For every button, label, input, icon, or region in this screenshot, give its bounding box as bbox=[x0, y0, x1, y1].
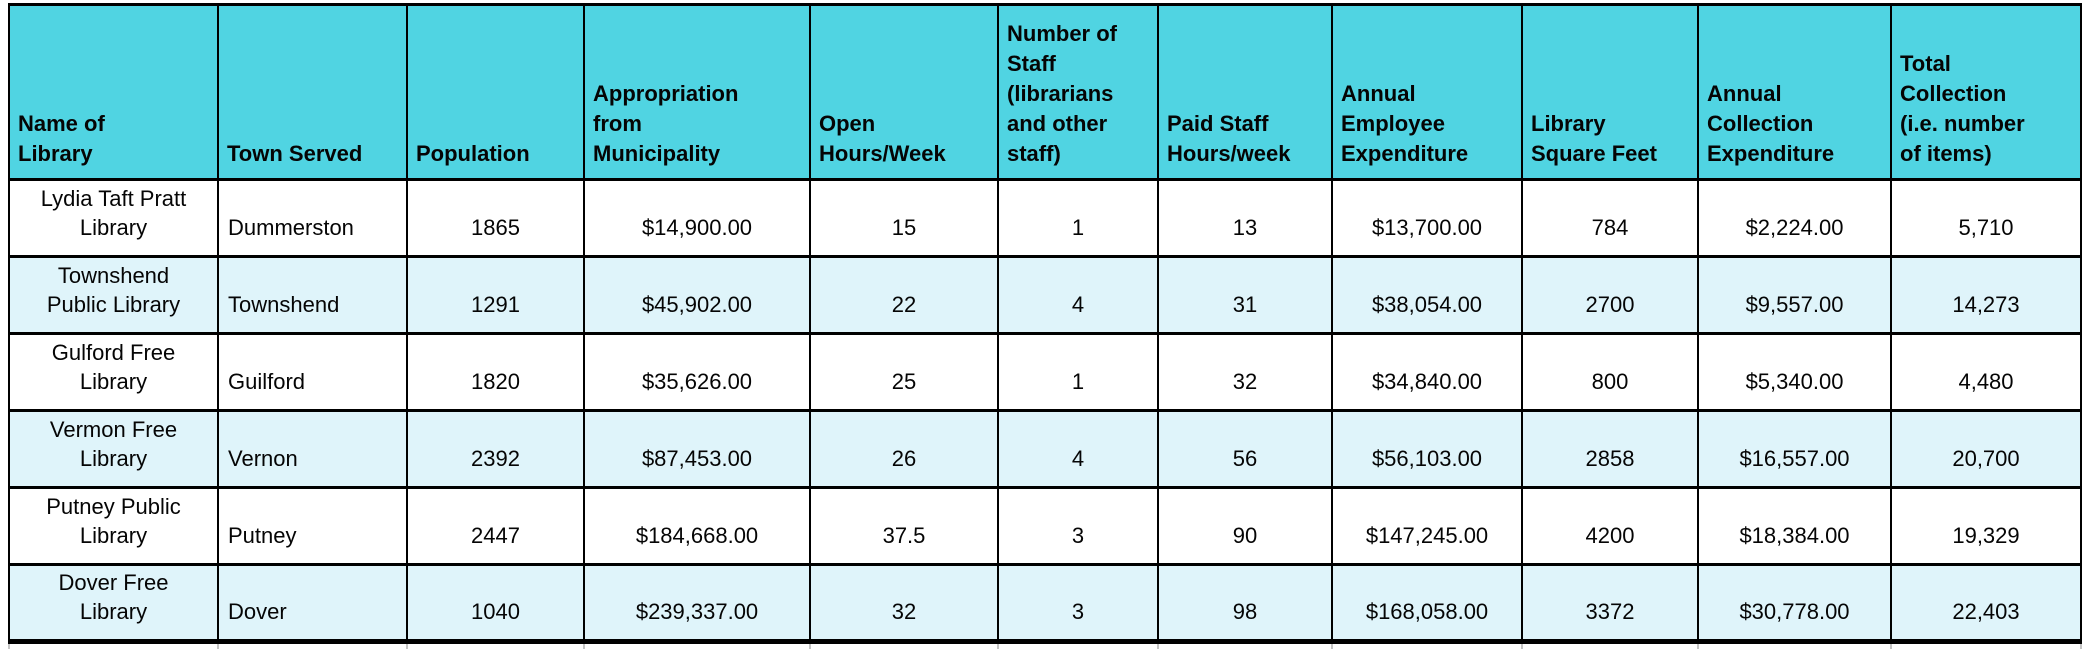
cell-collection-expenditure[interactable]: $9,557.00 bbox=[1697, 255, 1892, 335]
cell-number-of-staff[interactable]: 4 bbox=[997, 409, 1159, 489]
cell-library-square-feet[interactable]: 3372 bbox=[1521, 563, 1699, 644]
cell-library-name[interactable]: Gulford Free Library bbox=[8, 332, 219, 412]
cell-employee-expenditure[interactable]: $34,840.00 bbox=[1331, 332, 1523, 412]
header-number-of-staff[interactable]: Number of Staff (librarians and other st… bbox=[997, 3, 1159, 181]
grid-remnant-cell bbox=[1697, 641, 1892, 649]
cell-total-collection[interactable]: 14,273 bbox=[1890, 255, 2082, 335]
cell-appropriation[interactable]: $87,453.00 bbox=[583, 409, 811, 489]
cell-library-name[interactable]: Dover Free Library bbox=[8, 563, 219, 644]
cell-town-served[interactable]: Dummerston bbox=[217, 178, 408, 258]
cell-population[interactable]: 2392 bbox=[406, 409, 585, 489]
cell-paid-staff-hours[interactable]: 98 bbox=[1157, 563, 1333, 644]
cell-employee-expenditure[interactable]: $168,058.00 bbox=[1331, 563, 1523, 644]
spreadsheet-table-region: Name of Library Town Served Population A… bbox=[8, 3, 2082, 649]
table-row-dover: Dover Free Library Dover 1040 $239,337.0… bbox=[8, 563, 2082, 644]
cell-employee-expenditure[interactable]: $147,245.00 bbox=[1331, 486, 1523, 566]
cell-population[interactable]: 1820 bbox=[406, 332, 585, 412]
cell-total-collection[interactable]: 22,403 bbox=[1890, 563, 2082, 644]
grid-remnant-cell bbox=[1521, 641, 1699, 649]
cell-appropriation[interactable]: $184,668.00 bbox=[583, 486, 811, 566]
cell-library-square-feet[interactable]: 2858 bbox=[1521, 409, 1699, 489]
cell-town-served[interactable]: Guilford bbox=[217, 332, 408, 412]
cell-paid-staff-hours[interactable]: 56 bbox=[1157, 409, 1333, 489]
cell-employee-expenditure[interactable]: $13,700.00 bbox=[1331, 178, 1523, 258]
cell-library-name[interactable]: Vermon Free Library bbox=[8, 409, 219, 489]
header-open-hours[interactable]: Open Hours/Week bbox=[809, 3, 999, 181]
cell-town-served[interactable]: Dover bbox=[217, 563, 408, 644]
cell-library-square-feet[interactable]: 4200 bbox=[1521, 486, 1699, 566]
cell-open-hours[interactable]: 15 bbox=[809, 178, 999, 258]
cell-paid-staff-hours[interactable]: 13 bbox=[1157, 178, 1333, 258]
header-town-served[interactable]: Town Served bbox=[217, 3, 408, 181]
table-row-lydia-taft-pratt: Lydia Taft Pratt Library Dummerston 1865… bbox=[8, 178, 2082, 258]
cell-population[interactable]: 1865 bbox=[406, 178, 585, 258]
cell-collection-expenditure[interactable]: $5,340.00 bbox=[1697, 332, 1892, 412]
header-paid-staff-hours[interactable]: Paid Staff Hours/week bbox=[1157, 3, 1333, 181]
cell-appropriation[interactable]: $239,337.00 bbox=[583, 563, 811, 644]
grid-remnant-cell bbox=[406, 641, 585, 649]
cell-appropriation[interactable]: $45,902.00 bbox=[583, 255, 811, 335]
table-row-vermon: Vermon Free Library Vernon 2392 $87,453.… bbox=[8, 409, 2082, 489]
header-name-of-library[interactable]: Name of Library bbox=[8, 3, 219, 181]
cell-town-served[interactable]: Putney bbox=[217, 486, 408, 566]
library-statistics-table: Name of Library Town Served Population A… bbox=[8, 3, 2082, 649]
header-total-collection[interactable]: Total Collection (i.e. number of items) bbox=[1890, 3, 2082, 181]
grid-remnant-cell bbox=[809, 641, 999, 649]
cell-appropriation[interactable]: $35,626.00 bbox=[583, 332, 811, 412]
cell-paid-staff-hours[interactable]: 31 bbox=[1157, 255, 1333, 335]
cell-total-collection[interactable]: 20,700 bbox=[1890, 409, 2082, 489]
cell-library-name[interactable]: Putney Public Library bbox=[8, 486, 219, 566]
cell-collection-expenditure[interactable]: $2,224.00 bbox=[1697, 178, 1892, 258]
cell-population[interactable]: 1291 bbox=[406, 255, 585, 335]
cell-number-of-staff[interactable]: 1 bbox=[997, 178, 1159, 258]
cell-paid-staff-hours[interactable]: 32 bbox=[1157, 332, 1333, 412]
cell-total-collection[interactable]: 4,480 bbox=[1890, 332, 2082, 412]
cell-employee-expenditure[interactable]: $56,103.00 bbox=[1331, 409, 1523, 489]
cell-total-collection[interactable]: 5,710 bbox=[1890, 178, 2082, 258]
table-row-putney: Putney Public Library Putney 2447 $184,6… bbox=[8, 486, 2082, 566]
header-employee-expenditure[interactable]: Annual Employee Expenditure bbox=[1331, 3, 1523, 181]
cell-paid-staff-hours[interactable]: 90 bbox=[1157, 486, 1333, 566]
cell-collection-expenditure[interactable]: $30,778.00 bbox=[1697, 563, 1892, 644]
cell-population[interactable]: 2447 bbox=[406, 486, 585, 566]
cell-town-served[interactable]: Townshend bbox=[217, 255, 408, 335]
cell-collection-expenditure[interactable]: $18,384.00 bbox=[1697, 486, 1892, 566]
grid-remnant-cell bbox=[997, 641, 1159, 649]
cell-population[interactable]: 1040 bbox=[406, 563, 585, 644]
cell-open-hours[interactable]: 22 bbox=[809, 255, 999, 335]
grid-remnant-cell bbox=[8, 641, 219, 649]
grid-remnant-cell bbox=[1157, 641, 1333, 649]
table-row-gulford: Gulford Free Library Guilford 1820 $35,6… bbox=[8, 332, 2082, 412]
cell-open-hours[interactable]: 25 bbox=[809, 332, 999, 412]
cell-library-square-feet[interactable]: 2700 bbox=[1521, 255, 1699, 335]
cell-collection-expenditure[interactable]: $16,557.00 bbox=[1697, 409, 1892, 489]
cell-library-square-feet[interactable]: 800 bbox=[1521, 332, 1699, 412]
header-population[interactable]: Population bbox=[406, 3, 585, 181]
grid-remnant-cell bbox=[1331, 641, 1523, 649]
cell-number-of-staff[interactable]: 1 bbox=[997, 332, 1159, 412]
cell-library-square-feet[interactable]: 784 bbox=[1521, 178, 1699, 258]
cell-number-of-staff[interactable]: 4 bbox=[997, 255, 1159, 335]
grid-remnant-cell bbox=[1890, 641, 2082, 649]
cell-library-name[interactable]: Townshend Public Library bbox=[8, 255, 219, 335]
cell-employee-expenditure[interactable]: $38,054.00 bbox=[1331, 255, 1523, 335]
header-collection-expenditure[interactable]: Annual Collection Expenditure bbox=[1697, 3, 1892, 181]
table-header-row: Name of Library Town Served Population A… bbox=[8, 3, 2082, 181]
header-appropriation[interactable]: Appropriation from Municipality bbox=[583, 3, 811, 181]
header-library-square-feet[interactable]: Library Square Feet bbox=[1521, 3, 1699, 181]
cell-appropriation[interactable]: $14,900.00 bbox=[583, 178, 811, 258]
cell-number-of-staff[interactable]: 3 bbox=[997, 486, 1159, 566]
cell-number-of-staff[interactable]: 3 bbox=[997, 563, 1159, 644]
cell-open-hours[interactable]: 26 bbox=[809, 409, 999, 489]
cell-library-name[interactable]: Lydia Taft Pratt Library bbox=[8, 178, 219, 258]
grid-remnant-cell bbox=[217, 641, 408, 649]
grid-remnant-cell bbox=[583, 641, 811, 649]
empty-gridline-row bbox=[8, 641, 2082, 649]
cell-total-collection[interactable]: 19,329 bbox=[1890, 486, 2082, 566]
table-row-townshend: Townshend Public Library Townshend 1291 … bbox=[8, 255, 2082, 335]
cell-town-served[interactable]: Vernon bbox=[217, 409, 408, 489]
cell-open-hours[interactable]: 37.5 bbox=[809, 486, 999, 566]
cell-open-hours[interactable]: 32 bbox=[809, 563, 999, 644]
